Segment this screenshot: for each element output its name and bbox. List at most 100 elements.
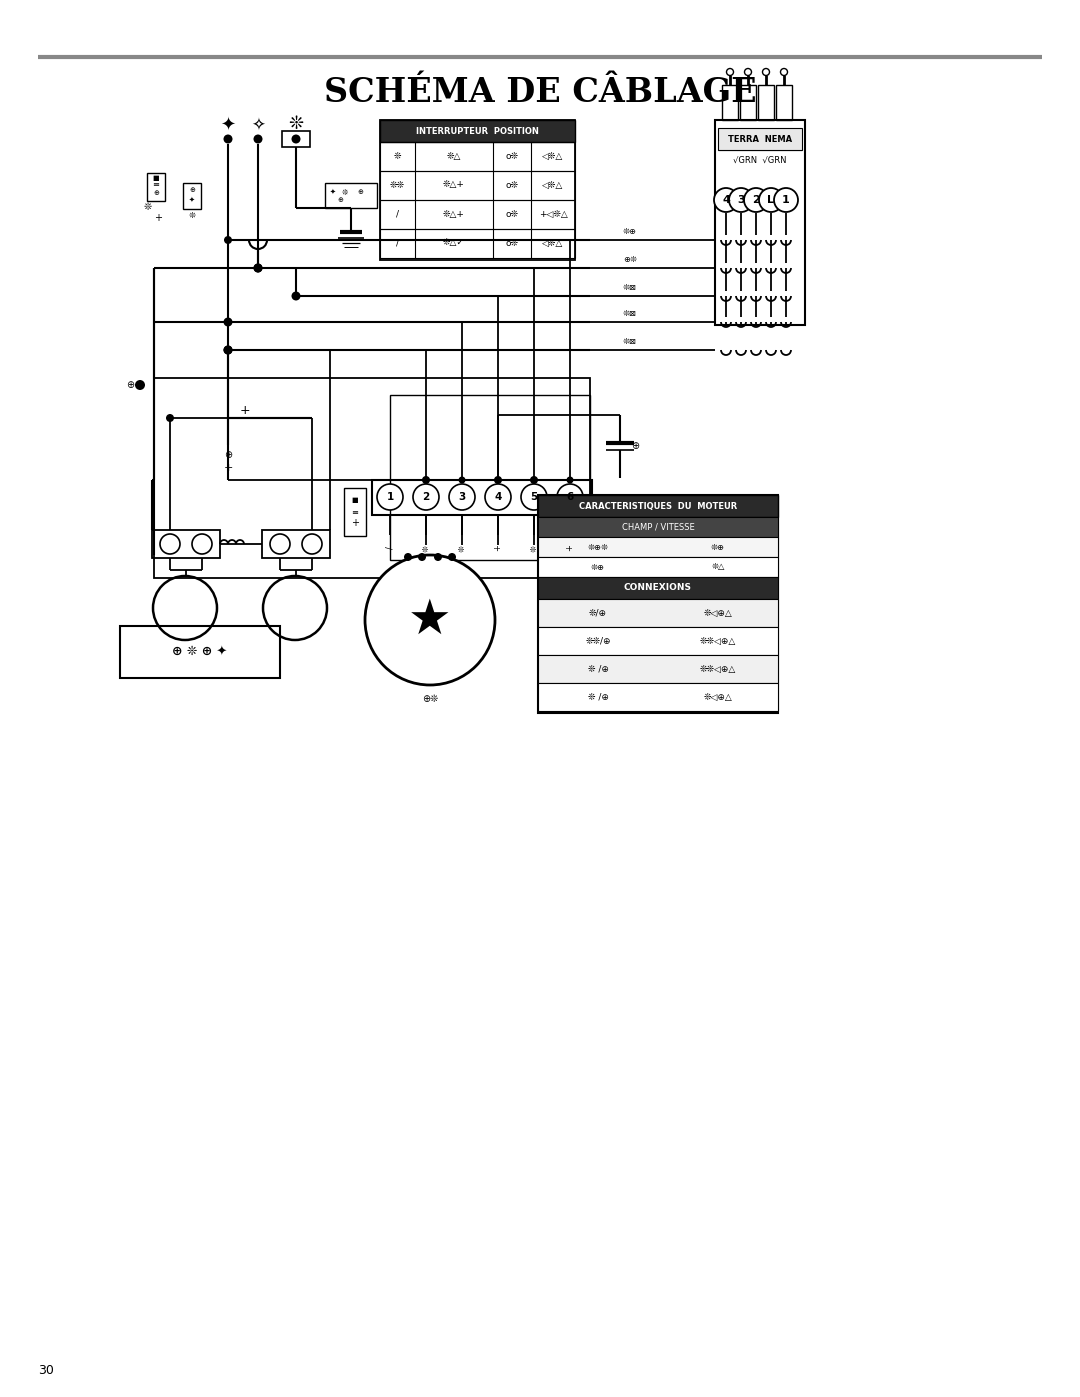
Bar	[781, 317, 791, 321]
Bar	[538, 495, 778, 712]
Bar	[781, 263, 791, 268]
Text: +: +	[240, 404, 251, 416]
Circle shape	[302, 534, 322, 555]
Text: ❊: ❊	[341, 187, 348, 197]
Bar	[735, 263, 746, 268]
Bar	[735, 291, 746, 296]
Text: 6: 6	[566, 492, 573, 502]
Circle shape	[160, 534, 180, 555]
Text: 2: 2	[422, 492, 430, 502]
Circle shape	[292, 134, 300, 144]
Circle shape	[224, 317, 232, 327]
Text: ❊⊕: ❊⊕	[711, 542, 725, 552]
Circle shape	[448, 553, 456, 562]
Circle shape	[254, 134, 262, 144]
Text: ⊕: ⊕	[631, 441, 639, 451]
Bar	[781, 345, 791, 351]
Text: ❊/⊕: ❊/⊕	[589, 609, 607, 617]
Circle shape	[727, 68, 733, 75]
Text: o❊: o❊	[505, 180, 518, 190]
Bar	[781, 291, 791, 296]
Text: ⊕: ⊕	[126, 380, 134, 390]
Text: ❊: ❊	[394, 151, 402, 161]
Text: ✦: ✦	[220, 117, 235, 136]
Bar	[721, 291, 731, 296]
Text: ❊△+: ❊△+	[443, 180, 464, 190]
Text: ❊⊠: ❊⊠	[623, 309, 637, 317]
Text: ❊: ❊	[288, 115, 303, 133]
Text: +: +	[351, 518, 359, 528]
Bar	[740, 85, 756, 120]
Text: 3: 3	[738, 196, 745, 205]
Circle shape	[224, 134, 232, 144]
Circle shape	[729, 189, 753, 212]
Circle shape	[567, 476, 573, 483]
Circle shape	[714, 189, 738, 212]
Text: ❊◁⊕△: ❊◁⊕△	[704, 609, 732, 617]
Bar	[538, 577, 778, 599]
Text: ⊕: ⊕	[337, 197, 343, 203]
Text: o❊: o❊	[505, 210, 518, 218]
Bar	[372, 481, 592, 515]
Text: ❊: ❊	[189, 211, 195, 219]
Text: /: /	[396, 210, 399, 218]
Text: ❊: ❊	[458, 545, 467, 552]
Text: ❊❊/⊕: ❊❊/⊕	[585, 637, 611, 645]
Text: /: /	[386, 546, 394, 549]
Text: 4: 4	[723, 196, 730, 205]
Circle shape	[759, 189, 783, 212]
Circle shape	[224, 345, 232, 355]
Circle shape	[521, 483, 546, 510]
Circle shape	[292, 292, 300, 300]
Text: ✦: ✦	[189, 197, 194, 203]
Circle shape	[495, 476, 501, 483]
Bar	[751, 317, 761, 321]
Circle shape	[224, 236, 232, 244]
Bar	[380, 229, 575, 258]
Text: ❊△✓: ❊△✓	[443, 239, 464, 247]
Circle shape	[264, 576, 327, 640]
Circle shape	[434, 553, 442, 562]
Text: ❊❊◁⊕△: ❊❊◁⊕△	[700, 637, 737, 645]
Bar	[325, 183, 377, 208]
Text: CONNEXIONS: CONNEXIONS	[624, 584, 692, 592]
Text: 2: 2	[752, 196, 760, 205]
Text: L: L	[768, 196, 774, 205]
Text: +: +	[494, 545, 502, 552]
Text: ❊ /⊕: ❊ /⊕	[588, 665, 608, 673]
Circle shape	[557, 483, 583, 510]
Text: ❊: ❊	[529, 545, 539, 552]
Circle shape	[459, 476, 465, 483]
Text: /: /	[396, 239, 399, 247]
Text: ⊕: ⊕	[153, 190, 159, 196]
Bar	[538, 627, 778, 655]
Bar	[380, 170, 575, 200]
Text: INTERRUPTEUR  POSITION: INTERRUPTEUR POSITION	[416, 127, 539, 136]
Bar	[766, 235, 777, 240]
Bar	[538, 655, 778, 683]
Circle shape	[418, 553, 426, 562]
Bar	[538, 517, 778, 536]
Text: ◁❊△: ◁❊△	[542, 239, 564, 247]
Circle shape	[422, 476, 430, 483]
Text: 4: 4	[495, 492, 502, 502]
Bar	[751, 263, 761, 268]
Circle shape	[166, 414, 174, 422]
Text: ⊕ ❊ ⊕ ✦: ⊕ ❊ ⊕ ✦	[173, 645, 228, 658]
Text: ★: ★	[408, 597, 451, 644]
Bar	[721, 235, 731, 240]
Circle shape	[494, 476, 502, 483]
Text: ❊❊: ❊❊	[390, 180, 405, 190]
Circle shape	[485, 483, 511, 510]
Circle shape	[781, 68, 787, 75]
Bar	[751, 291, 761, 296]
Bar	[120, 626, 280, 678]
Bar	[766, 263, 777, 268]
Circle shape	[224, 345, 232, 355]
Bar	[538, 599, 778, 627]
Bar	[766, 345, 777, 351]
Bar	[538, 495, 778, 517]
Text: ❊⊠: ❊⊠	[623, 282, 637, 292]
Circle shape	[422, 476, 430, 483]
Bar	[380, 120, 575, 260]
